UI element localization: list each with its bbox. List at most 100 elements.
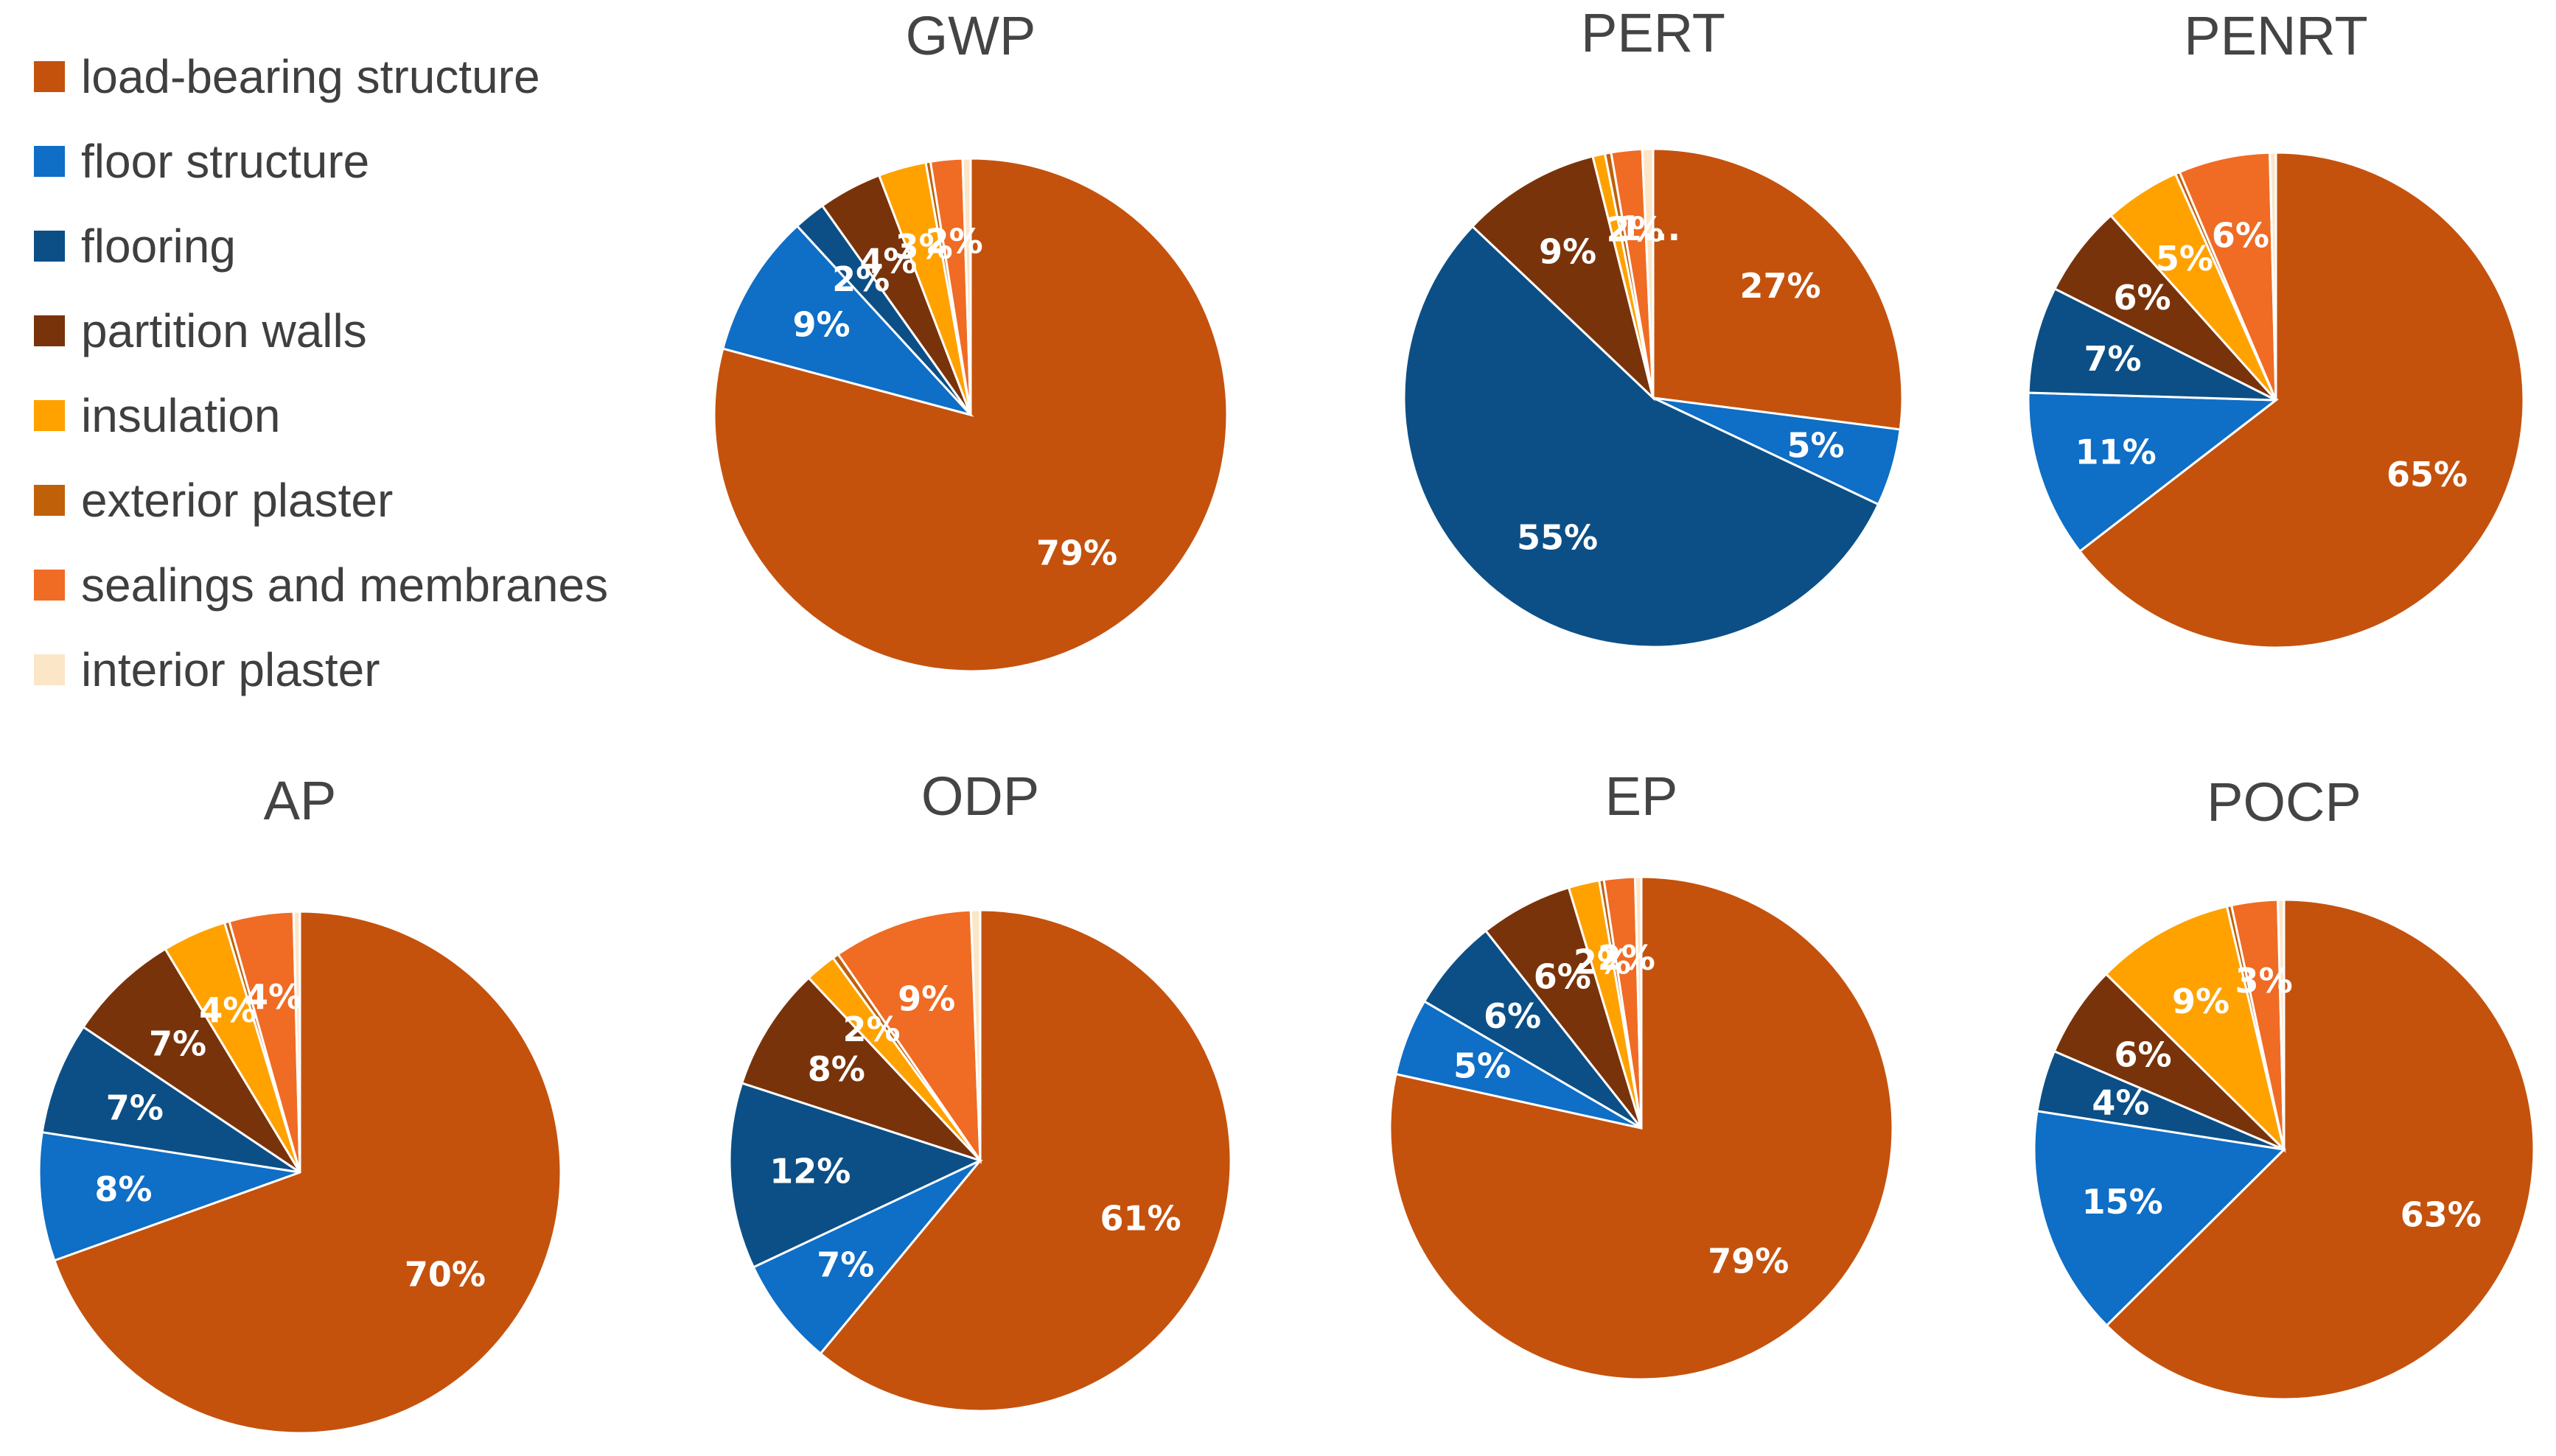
data-label-penrt-partition-walls: 6% xyxy=(2114,278,2171,318)
slice-penrt-load-bearing-structure xyxy=(2078,151,2525,649)
chart-title-ap: AP xyxy=(264,770,337,831)
data-label-penrt-sealings-and-membranes: 6% xyxy=(2212,216,2269,256)
data-label-odp-flooring: 12% xyxy=(769,1152,851,1191)
slice-ep-partition-walls xyxy=(1484,886,1643,1129)
legend-entry-load-bearing-structure: load-bearing structure xyxy=(34,50,540,103)
legend-label: sealings and membranes xyxy=(81,559,608,612)
data-label-gwp-load-bearing-structure: 79% xyxy=(1036,533,1117,573)
slice-penrt-sealings-and-membranes xyxy=(2178,151,2277,401)
slice-odp-load-bearing-structure xyxy=(819,909,1232,1413)
legend-label: partition walls xyxy=(81,304,367,357)
data-label-gwp-floor-structure: 9% xyxy=(793,304,851,344)
data-label-pocp-floor-structure: 15% xyxy=(2082,1182,2163,1222)
slice-odp-interior-plaster xyxy=(969,909,982,1161)
pie-chart-gwp: GWP 79% 9% 2%4%3%2% xyxy=(713,5,1229,673)
data-label-ep-insulation: 2% xyxy=(1574,942,1631,981)
data-label-pert-sealings-and-membranes: 2% xyxy=(1606,210,1663,250)
slice-ap-flooring xyxy=(41,1025,301,1174)
slice-ap-floor-structure xyxy=(38,1130,301,1262)
slice-gwp-interior-plaster xyxy=(961,157,972,416)
data-label-pocp-load-bearing-structure: 63% xyxy=(2400,1195,2482,1235)
data-label-ep-load-bearing-structure: 79% xyxy=(1708,1242,1789,1281)
data-label-pert-flooring: 55% xyxy=(1517,518,1598,558)
chart-title-ep: EP xyxy=(1605,766,1678,827)
slice-penrt-flooring xyxy=(2027,287,2277,402)
chart-title-penrt: PENRT xyxy=(2184,5,2367,66)
slice-ap-partition-walls xyxy=(81,947,301,1174)
slice-gwp-floor-structure xyxy=(721,224,974,417)
legend-label: load-bearing structure xyxy=(81,50,540,103)
data-label-pert-floor-structure: 5% xyxy=(1787,426,1845,466)
legend-swatch xyxy=(34,570,65,601)
data-label-gwp-sealings-and-membranes: 2% xyxy=(926,221,983,261)
legend-label: floor structure xyxy=(81,135,369,188)
pie-chart-odp: ODP 61% 7% 12% 8%2%9% xyxy=(728,766,1232,1413)
pie-chart-pocp: POCP 63% 15% 4% 6%9%3% xyxy=(2033,771,2535,1401)
slice-penrt-partition-walls xyxy=(2053,214,2277,402)
data-label-gwp-flooring: 2% xyxy=(832,259,890,299)
data-label-odp-sealings-and-membranes: 9% xyxy=(898,979,955,1019)
legend-entry-sealings-and-membranes: sealings and membranes xyxy=(34,559,608,612)
legend-label: interior plaster xyxy=(81,643,380,696)
slice-gwp-load-bearing-structure xyxy=(713,157,1229,673)
legend-swatch xyxy=(34,146,65,177)
slice-ep-load-bearing-structure xyxy=(1389,875,1894,1381)
slice-pert-partition-walls xyxy=(1470,155,1655,402)
legend-entry-insulation: insulation xyxy=(34,389,280,442)
slice-pert-load-bearing-structure xyxy=(1652,147,1904,431)
data-label-ep-partition-walls: 6% xyxy=(1534,956,1591,996)
legend-label: insulation xyxy=(81,389,280,442)
legend-label: flooring xyxy=(81,220,236,273)
slice-pocp-insulation xyxy=(2104,905,2286,1153)
slice-ep-flooring xyxy=(1422,929,1643,1130)
data-label-pert-interior-plaster: 1... xyxy=(1619,209,1680,248)
legend: load-bearing structure floor structure flo… xyxy=(34,50,608,696)
legend-swatch xyxy=(34,485,65,516)
data-label-ap-insulation: 4% xyxy=(199,990,256,1030)
data-label-pocp-partition-walls: 6% xyxy=(2115,1035,2172,1075)
charts: GWP79%9%2%4%3%2%PERT27%5%55%9%2%1...PENR… xyxy=(38,2,2535,1435)
legend-entry-interior-plaster: interior plaster xyxy=(34,643,380,696)
slice-ep-interior-plaster xyxy=(1633,875,1643,1129)
data-label-ep-floor-structure: 5% xyxy=(1453,1046,1511,1086)
slice-pocp-load-bearing-structure xyxy=(2105,898,2535,1401)
legend-swatch xyxy=(34,315,65,346)
legend-swatch xyxy=(34,400,65,431)
legend-entry-partition-walls: partition walls xyxy=(34,304,367,357)
data-label-ap-floor-structure: 8% xyxy=(94,1169,152,1209)
data-label-pocp-sealings-and-membranes: 3% xyxy=(2235,961,2293,1001)
data-label-pert-partition-walls: 9% xyxy=(1539,232,1596,272)
legend-entry-flooring: flooring xyxy=(34,220,236,273)
data-label-odp-partition-walls: 8% xyxy=(808,1049,865,1089)
legend-entry-exterior-plaster: exterior plaster xyxy=(34,474,393,527)
data-label-odp-insulation: 2% xyxy=(843,1009,901,1049)
data-label-ap-sealings-and-membranes: 4% xyxy=(245,977,302,1017)
slice-pert-flooring xyxy=(1403,225,1880,648)
slice-odp-sealings-and-membranes xyxy=(837,909,982,1165)
slice-pocp-interior-plaster xyxy=(2277,898,2286,1150)
slice-penrt-interior-plaster xyxy=(2269,151,2277,401)
legend-label: exterior plaster xyxy=(81,474,393,527)
data-label-ap-flooring: 7% xyxy=(106,1088,164,1127)
slice-pocp-partition-walls xyxy=(2053,972,2286,1151)
data-label-gwp-partition-walls: 4% xyxy=(859,241,917,281)
legend-entry-floor-structure: floor structure xyxy=(34,135,369,188)
data-label-penrt-floor-structure: 11% xyxy=(2075,433,2157,472)
legend-swatch xyxy=(34,61,65,92)
data-label-pocp-insulation: 9% xyxy=(2172,981,2229,1021)
data-label-gwp-insulation: 3% xyxy=(895,227,953,267)
slice-pert-interior-plaster xyxy=(1641,147,1655,399)
slice-penrt-floor-structure xyxy=(2027,391,2280,553)
chart-title-pocp: POCP xyxy=(2207,771,2361,833)
legend-swatch xyxy=(34,231,65,262)
slice-odp-flooring xyxy=(728,1082,984,1269)
data-label-ep-sealings-and-membranes: 2% xyxy=(1598,938,1655,978)
data-label-odp-floor-structure: 7% xyxy=(817,1245,874,1285)
pie-chart-penrt: PENRT 65% 11% 7% 6%5%6% xyxy=(2027,5,2525,649)
chart-title-gwp: GWP xyxy=(906,5,1036,66)
pie-chart-pert: PERT 27% 5% 55% 9%2%1... xyxy=(1403,2,1904,648)
slice-odp-partition-walls xyxy=(740,976,982,1162)
